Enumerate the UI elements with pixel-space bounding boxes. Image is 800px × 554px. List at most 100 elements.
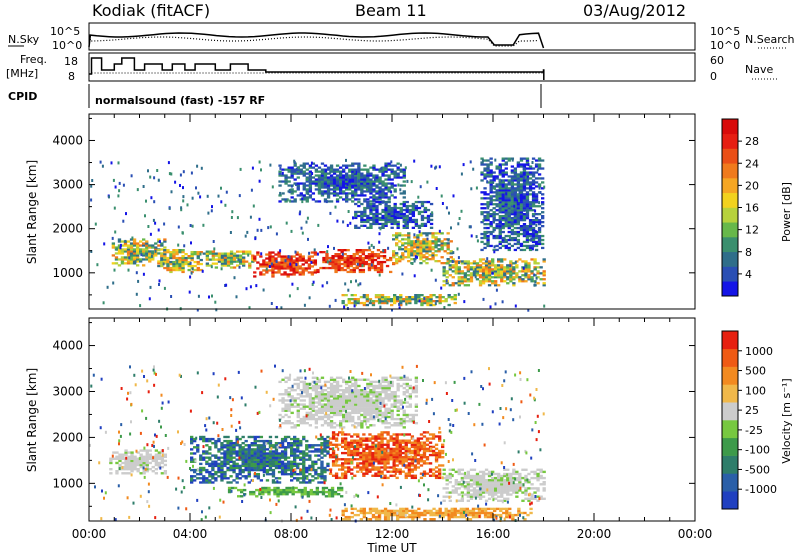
power-echo-speck xyxy=(262,288,265,292)
power-echo-cell xyxy=(384,186,388,189)
power-echo-cell xyxy=(428,242,432,245)
velocity-echo-cell xyxy=(386,439,390,442)
power-echo-cell xyxy=(387,218,391,222)
velocity-echo-cell xyxy=(334,439,339,442)
power-echo-cell xyxy=(335,178,340,181)
power-echo-cell xyxy=(326,182,331,185)
power-echo-cell xyxy=(132,258,137,261)
velocity-echo-cell xyxy=(281,393,285,396)
velocity-echo-cell xyxy=(365,460,369,463)
power-echo-cell xyxy=(414,296,418,299)
velocity-echo-cell xyxy=(211,477,215,480)
velocity-echo-cell xyxy=(244,439,248,443)
power-echo-speck xyxy=(308,251,311,255)
power-echo-cell xyxy=(449,256,453,259)
power-echo-speck xyxy=(191,224,194,228)
velocity-echo-cell xyxy=(308,450,312,453)
velocity-echo-cell xyxy=(217,456,221,459)
velocity-echo-cell xyxy=(354,380,358,384)
velocity-echo-cell xyxy=(229,450,233,453)
power-echo-cell xyxy=(454,266,458,269)
velocity-echo-cell xyxy=(383,464,387,467)
power-echo-cell xyxy=(419,244,423,247)
power-echo-cell xyxy=(525,215,530,218)
power-echo-cell xyxy=(301,267,305,270)
power-ytick-label: 3000 xyxy=(52,178,83,192)
power-echo-cell xyxy=(516,238,521,242)
velocity-echo-cell xyxy=(368,456,372,459)
velocity-echo-cell xyxy=(344,451,348,455)
velocity-echo-cell xyxy=(256,477,261,480)
velocity-echo-cell xyxy=(253,437,257,441)
velocity-echo-cell xyxy=(326,380,331,384)
velocity-echo-cell xyxy=(287,395,291,398)
power-echo-region xyxy=(480,157,545,252)
power-echo-speck xyxy=(404,166,407,170)
velocity-echo-cell xyxy=(308,479,312,482)
power-echo-cell xyxy=(317,190,322,193)
velocity-echo-cell xyxy=(428,437,433,440)
velocity-echo-cell xyxy=(407,474,412,477)
power-echo-cell xyxy=(510,187,515,190)
power-echo-cell xyxy=(145,254,149,257)
power-echo-cell xyxy=(393,174,397,177)
velocity-echo-cell xyxy=(363,378,367,381)
velocity-echo-cell xyxy=(372,401,376,404)
power-echo-cell xyxy=(438,300,442,303)
velocity-echo-cell xyxy=(428,445,433,449)
velocity-echo-cell xyxy=(378,399,382,402)
velocity-echo-cell xyxy=(280,466,285,470)
velocity-echo-cell xyxy=(323,450,327,453)
velocity-echo-cell xyxy=(211,437,215,441)
velocity-echo-cell xyxy=(384,411,388,415)
power-echo-cell xyxy=(486,197,490,200)
velocity-echo-cell xyxy=(422,462,427,465)
power-echo-cell xyxy=(541,211,545,214)
power-echo-cell xyxy=(302,166,306,169)
power-echo-cell xyxy=(320,194,325,197)
velocity-echo-cell xyxy=(342,380,346,384)
power-echo-cell xyxy=(489,215,493,218)
power-echo-cell xyxy=(420,216,425,220)
power-echo-region xyxy=(354,200,434,229)
velocity-echo-cell xyxy=(208,473,212,476)
power-echo-cell xyxy=(454,272,458,275)
power-echo-cell xyxy=(507,219,511,222)
power-echo-cell xyxy=(513,211,518,214)
power-echo-cell xyxy=(504,246,508,250)
power-echo-cell xyxy=(457,280,461,283)
velocity-echo-cell xyxy=(326,468,330,472)
power-echo-cell xyxy=(363,224,367,227)
power-colorbar-color-cell xyxy=(722,266,738,282)
power-echo-cell xyxy=(492,171,496,174)
velocity-echo-cell xyxy=(390,393,394,396)
power-echo-cell xyxy=(349,264,353,268)
velocity-echo-cell xyxy=(362,466,366,469)
power-echo-cell xyxy=(211,252,216,255)
power-echo-cell xyxy=(422,232,426,235)
power-echo-cell xyxy=(364,260,369,264)
power-echo-cell xyxy=(475,270,480,273)
velocity-echo-cell xyxy=(363,393,367,396)
power-echo-speck xyxy=(352,216,354,220)
power-echo-cell xyxy=(407,240,411,243)
power-echo-cell xyxy=(487,266,492,269)
power-echo-cell xyxy=(423,216,428,220)
velocity-echo-cell xyxy=(247,460,251,463)
power-echo-cell xyxy=(302,164,306,167)
power-echo-cell xyxy=(498,197,502,200)
velocity-echo-cell xyxy=(190,437,194,441)
power-echo-cell xyxy=(497,264,501,267)
power-echo-cell xyxy=(220,262,225,265)
power-echo-cell xyxy=(486,205,490,208)
power-echo-cell xyxy=(507,238,511,242)
power-echo-cell xyxy=(522,228,527,232)
velocity-echo-cell xyxy=(293,439,297,443)
velocity-echo-cell xyxy=(371,447,375,451)
power-echo-cell xyxy=(331,264,335,268)
velocity-echo-cell xyxy=(360,407,364,410)
velocity-echo-cell xyxy=(399,420,403,423)
velocity-echo-cell xyxy=(422,441,427,444)
power-echo-cell xyxy=(393,301,397,305)
